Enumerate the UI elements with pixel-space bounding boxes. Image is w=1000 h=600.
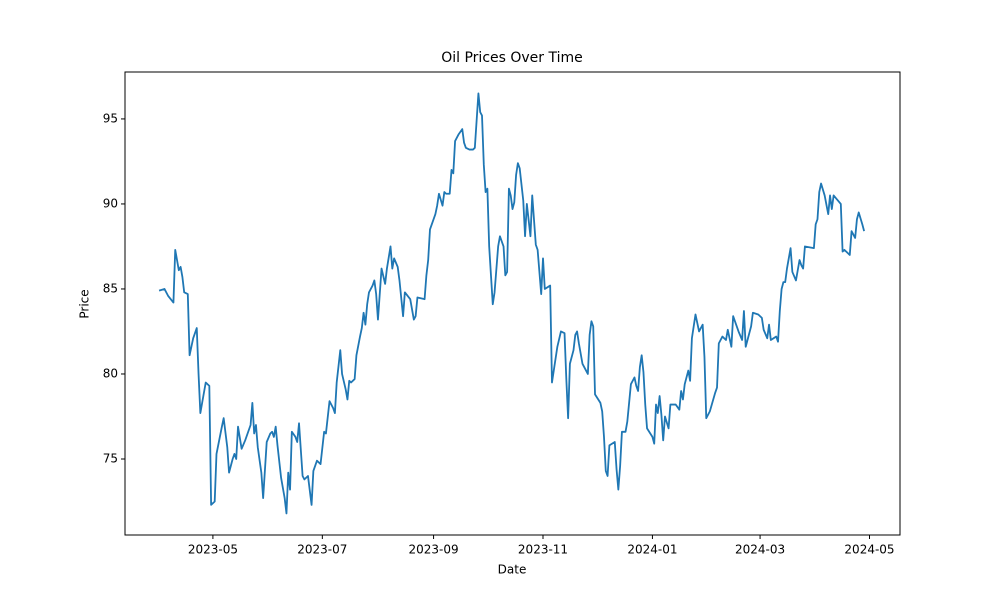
x-tick-label: 2023-07 — [297, 543, 347, 557]
x-tick-label: 2023-05 — [188, 543, 238, 557]
x-tick-label: 2024-03 — [735, 543, 785, 557]
x-tick-label: 2023-09 — [408, 543, 458, 557]
y-tick-label: 75 — [103, 451, 118, 465]
x-tick-label: 2024-05 — [844, 543, 894, 557]
y-tick-label: 90 — [103, 196, 118, 210]
x-axis-label: Date — [498, 563, 527, 577]
y-tick-label: 95 — [103, 111, 118, 125]
x-tick-label: 2024-01 — [627, 543, 677, 557]
plot-frame — [124, 71, 901, 536]
y-tick-label: 80 — [103, 366, 118, 380]
chart-title: Oil Prices Over Time — [441, 50, 583, 66]
y-tick-label: 85 — [103, 281, 118, 295]
y-axis-label: Price — [78, 289, 92, 318]
x-tick-label: 2023-11 — [518, 543, 568, 557]
price-line — [158, 92, 865, 515]
